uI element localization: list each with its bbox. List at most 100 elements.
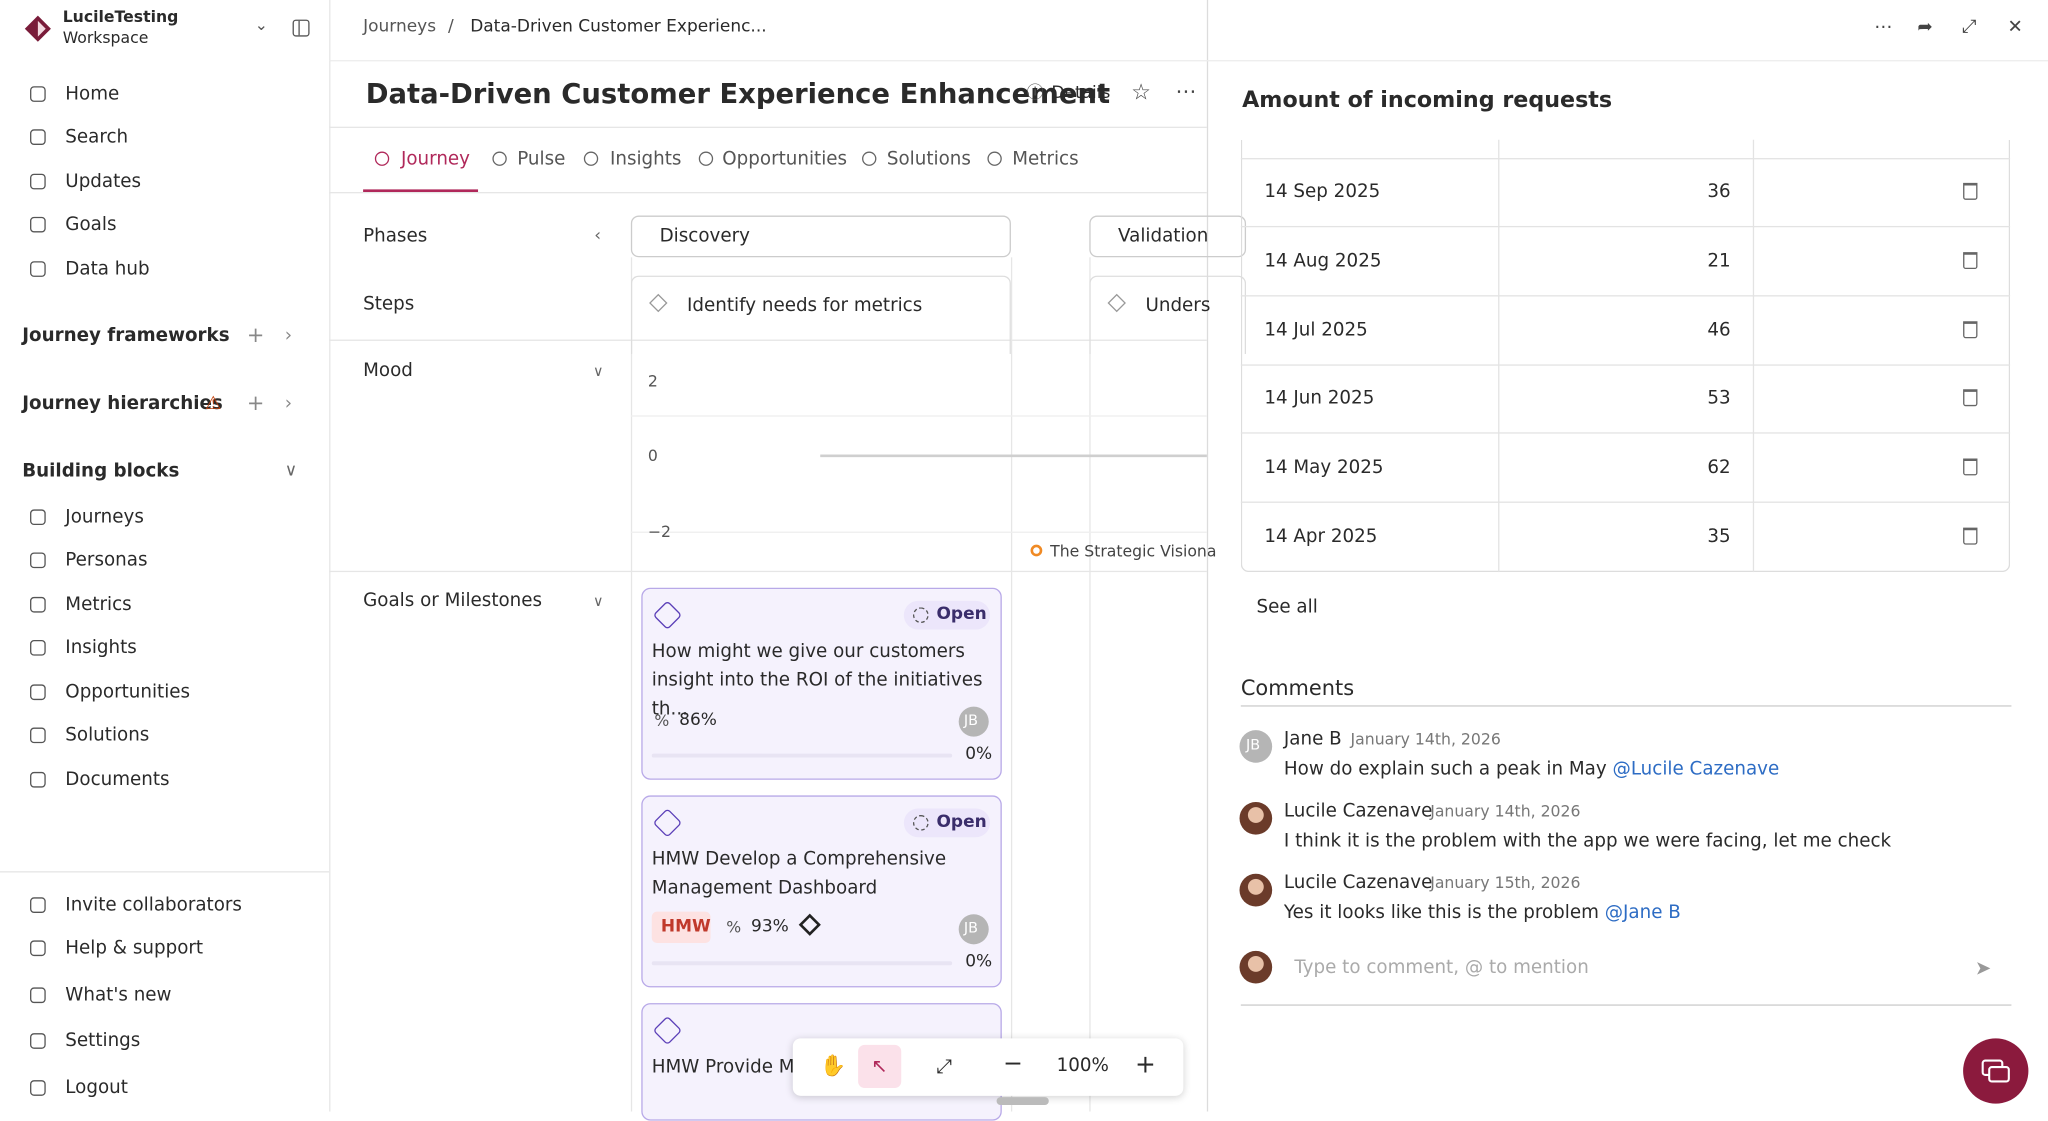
delete-button[interactable] [1963,320,1978,338]
panel-action[interactable]: ⤢ [1961,16,1977,38]
step[interactable] [1089,275,1247,354]
zoom-level: 100% [1056,1055,1109,1077]
footer-item[interactable]: Invite collaborators [65,894,242,916]
section-title[interactable]: Journey hierarchies [22,393,223,415]
footer-item[interactable]: Logout [65,1077,128,1099]
nav-item[interactable]: Data hub [65,258,150,280]
delete-button[interactable] [1963,527,1978,545]
add-button[interactable]: + [246,322,265,348]
breadcrumb[interactable]: Data-Driven Customer Experienc... [470,16,767,37]
panel-action[interactable]: ⋯ [1874,16,1893,38]
delete-button[interactable] [1963,251,1978,269]
collapse-button[interactable]: ‹ [594,225,602,246]
avatar [958,914,989,945]
collapse-button[interactable]: ∨ [592,363,604,381]
nav-icon [30,86,46,102]
send-button[interactable]: ➤ [1974,956,1992,980]
avatar [1239,801,1273,835]
score: 93% [751,916,789,937]
status-icon [912,815,929,831]
avatar-initials: JB [963,919,979,937]
expand-button[interactable]: › [284,393,293,415]
section-title[interactable]: Building blocks [22,461,180,482]
phase[interactable] [630,215,1011,258]
zoom-in[interactable]: + [1135,1050,1156,1079]
panel-action[interactable]: ✕ [2007,16,2023,38]
mention[interactable]: @Jane B [1604,902,1681,924]
collapse-button[interactable]: ∨ [592,592,604,610]
step-name: Unders [1145,295,1211,317]
divider [1240,705,2012,707]
date-cell: 14 May 2025 [1264,457,1384,479]
tag [651,911,711,944]
tab[interactable]: Insights [609,148,682,170]
footer-item[interactable]: What's new [65,984,172,1006]
step[interactable] [630,275,1011,354]
zoom-out[interactable]: − [1003,1050,1023,1078]
block-item[interactable]: Opportunities [65,681,191,703]
nav-item[interactable]: Updates [65,171,142,192]
mood-label: −2 [647,522,671,541]
see-all-link[interactable]: See all [1256,596,1318,618]
date-cell: 14 Apr 2025 [1264,526,1378,548]
tab[interactable]: Metrics [1012,148,1079,170]
tab[interactable]: Solutions [886,148,971,170]
card-text: HMW Provide Mu [651,1056,807,1078]
mood-grid [630,531,1207,533]
details-button[interactable]: Details [1051,83,1111,104]
block-item[interactable]: Journeys [65,506,144,528]
table-col [1498,139,1500,573]
score-icon: % [726,918,742,937]
date-cell: 14 Aug 2025 [1264,250,1382,272]
mood-line [820,454,1207,458]
workspace-name[interactable]: LucileTesting [62,7,179,27]
mention[interactable]: @Lucile Cazenave [1612,758,1780,780]
breadcrumb[interactable]: Journeys [363,16,437,37]
divider [329,570,1207,573]
value-cell: 36 [1707,181,1731,203]
comment-input[interactable]: Type to comment, @ to mention [1294,957,1589,979]
column-line [630,257,633,1112]
panel-action[interactable]: ➦ [1917,16,1933,38]
avatar [958,706,989,737]
block-item[interactable]: Documents [65,769,170,791]
scrollbar [996,1097,1049,1105]
chat-button[interactable] [1963,1038,2029,1104]
delete-button[interactable] [1963,182,1978,200]
chevron[interactable]: ⌄ [254,15,268,34]
collapse-button[interactable]: ∨ [284,461,298,481]
section-title[interactable]: Journey frameworks [22,325,230,347]
more-button[interactable]: ⋯ [1175,78,1197,104]
footer-item[interactable]: Settings [65,1030,141,1052]
comment-date: January 14th, 2026 [1350,730,1501,749]
tab[interactable]: Pulse [517,148,566,170]
tab-icon [862,151,877,166]
nav-item[interactable]: Search [65,126,129,148]
table-row-line [1240,363,2011,366]
tab[interactable]: Journey [400,148,471,170]
block-item[interactable]: Metrics [65,594,132,616]
block-item[interactable]: Personas [65,549,148,571]
block-item[interactable]: Insights [65,637,137,659]
phase[interactable] [1089,215,1247,258]
block-item[interactable]: Solutions [65,724,150,746]
add-button[interactable]: + [246,390,265,416]
footer-item[interactable]: Help & support [65,937,204,959]
select-tool[interactable] [858,1044,902,1088]
mood-note[interactable]: The Strategic Visiona [1050,542,1217,561]
collapse-icon[interactable] [292,19,310,37]
delete-button[interactable] [1963,458,1978,476]
avatar [1239,873,1273,907]
block-icon [30,552,46,569]
comment-date: January 14th, 2026 [1430,801,1581,821]
star-button[interactable]: ☆ [1131,79,1152,106]
avatar [1239,730,1273,763]
expand-button[interactable]: › [284,325,293,347]
tab[interactable]: Opportunities [722,148,848,170]
delete-button[interactable] [1963,389,1978,407]
nav-item[interactable]: Home [65,83,120,105]
nav-item[interactable]: Goals [65,214,117,236]
pan-tool[interactable]: ✋ [820,1052,847,1078]
fit-tool[interactable]: ⤢ [936,1054,953,1078]
row-label: Phases [363,225,428,247]
